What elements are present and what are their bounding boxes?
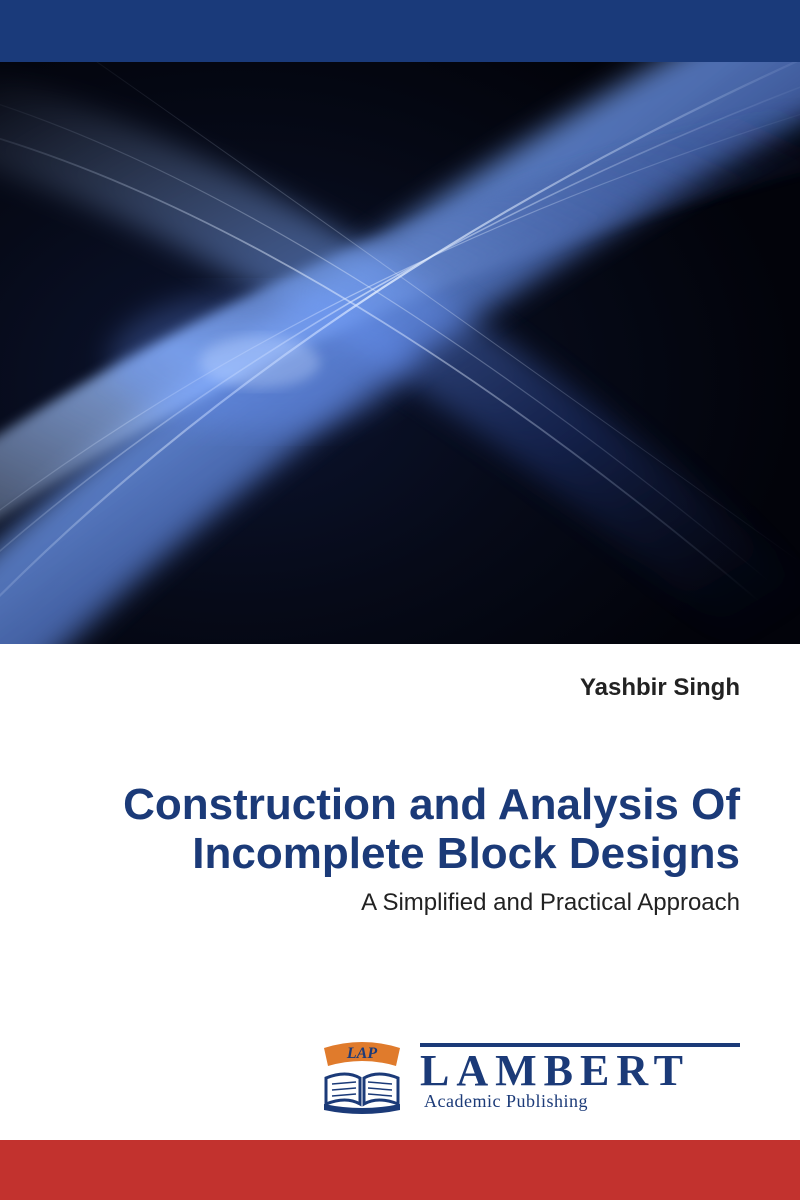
- publisher-block: LAP LAMBERT Academic Publishing: [318, 1040, 740, 1114]
- bottom-bar: [0, 1140, 800, 1200]
- title-line-1: Construction and Analysis Of: [123, 780, 740, 829]
- publisher-text: LAMBERT Academic Publishing: [420, 1043, 740, 1112]
- abstract-light-curves-icon: [0, 62, 800, 644]
- book-subtitle: A Simplified and Practical Approach: [60, 889, 740, 917]
- svg-text:LAP: LAP: [346, 1045, 377, 1062]
- top-bar: [0, 0, 800, 62]
- publisher-name: LAMBERT: [420, 1049, 740, 1093]
- publisher-logo: LAP: [318, 1040, 406, 1114]
- open-book-lap-icon: LAP: [318, 1040, 406, 1114]
- hero-abstract-image: [0, 62, 800, 644]
- title-line-2: Incomplete Block Designs: [192, 829, 740, 878]
- book-cover: Yashbir Singh Construction and Analysis …: [0, 0, 800, 1200]
- book-title: Construction and Analysis Of Incomplete …: [60, 780, 740, 879]
- author-name: Yashbir Singh: [60, 674, 740, 702]
- content-area: Yashbir Singh Construction and Analysis …: [0, 644, 800, 1140]
- publisher-tagline: Academic Publishing: [420, 1091, 740, 1112]
